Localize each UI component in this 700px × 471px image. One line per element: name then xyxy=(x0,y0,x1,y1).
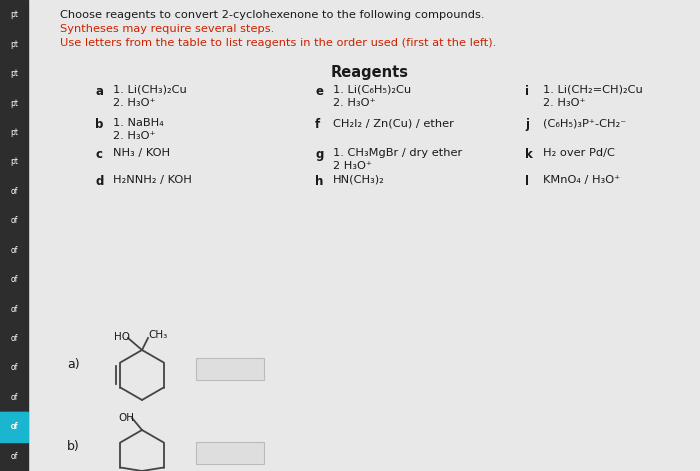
Text: 2 H₃O⁺: 2 H₃O⁺ xyxy=(333,161,372,171)
Text: 2. H₃O⁺: 2. H₃O⁺ xyxy=(543,98,586,108)
Text: pt: pt xyxy=(10,40,18,49)
Text: of: of xyxy=(10,187,18,196)
Bar xyxy=(0,324,28,353)
Text: 1. Li(C₆H₅)₂Cu: 1. Li(C₆H₅)₂Cu xyxy=(333,85,411,95)
Text: H₂NNH₂ / KOH: H₂NNH₂ / KOH xyxy=(113,175,192,185)
Text: g: g xyxy=(315,148,323,161)
Text: NH₃ / KOH: NH₃ / KOH xyxy=(113,148,170,158)
Text: of: of xyxy=(10,275,18,284)
Text: pt: pt xyxy=(10,10,18,19)
Text: of: of xyxy=(10,216,18,225)
Text: of: of xyxy=(10,422,18,431)
Bar xyxy=(0,89,28,118)
Text: of: of xyxy=(10,305,18,314)
Text: of: of xyxy=(10,422,18,431)
Text: pt: pt xyxy=(10,157,18,166)
Text: a): a) xyxy=(67,358,80,371)
Text: CH₂I₂ / Zn(Cu) / ether: CH₂I₂ / Zn(Cu) / ether xyxy=(333,118,454,128)
Text: d: d xyxy=(95,175,104,188)
Bar xyxy=(0,236,28,265)
Bar xyxy=(0,0,28,29)
Text: pt: pt xyxy=(10,69,18,78)
Bar xyxy=(196,442,264,464)
Bar xyxy=(0,147,28,177)
Bar xyxy=(0,118,28,147)
Bar xyxy=(0,442,28,471)
Bar xyxy=(0,294,28,324)
Text: HN(CH₃)₂: HN(CH₃)₂ xyxy=(333,175,385,185)
Text: 1. Li(CH₂=CH)₂Cu: 1. Li(CH₂=CH)₂Cu xyxy=(543,85,643,95)
Text: 2. H₃O⁺: 2. H₃O⁺ xyxy=(113,131,155,141)
Text: b): b) xyxy=(67,440,80,453)
Text: Choose reagents to convert 2-cyclohexenone to the following compounds.: Choose reagents to convert 2-cyclohexeno… xyxy=(60,10,484,20)
Text: 1. CH₃MgBr / dry ether: 1. CH₃MgBr / dry ether xyxy=(333,148,462,158)
Bar xyxy=(0,353,28,382)
Text: 1. Li(CH₃)₂Cu: 1. Li(CH₃)₂Cu xyxy=(113,85,187,95)
Bar xyxy=(0,29,28,59)
Text: 1. NaBH₄: 1. NaBH₄ xyxy=(113,118,164,128)
Text: l: l xyxy=(525,175,529,188)
Bar xyxy=(0,59,28,89)
Text: of: of xyxy=(10,334,18,343)
Text: of: of xyxy=(10,393,18,402)
Text: f: f xyxy=(315,118,321,131)
Text: j: j xyxy=(525,118,529,131)
Text: e: e xyxy=(315,85,323,98)
Text: KMnO₄ / H₃O⁺: KMnO₄ / H₃O⁺ xyxy=(543,175,620,185)
Text: H₂ over Pd/C: H₂ over Pd/C xyxy=(543,148,615,158)
Text: pt: pt xyxy=(10,98,18,107)
Bar xyxy=(0,177,28,206)
Text: i: i xyxy=(525,85,529,98)
Text: of: of xyxy=(10,452,18,461)
Text: h: h xyxy=(315,175,323,188)
Text: a: a xyxy=(95,85,103,98)
Bar xyxy=(0,382,28,412)
Text: Use letters from the table to list reagents in the order used (first at the left: Use letters from the table to list reage… xyxy=(60,38,496,48)
Text: of: of xyxy=(10,246,18,255)
Text: HO: HO xyxy=(114,332,130,342)
Bar xyxy=(0,412,28,442)
Text: Reagents: Reagents xyxy=(331,65,409,80)
Text: (C₆H₅)₃P⁺-CH₂⁻: (C₆H₅)₃P⁺-CH₂⁻ xyxy=(543,118,626,128)
Text: 2. H₃O⁺: 2. H₃O⁺ xyxy=(333,98,376,108)
Text: k: k xyxy=(525,148,533,161)
Text: pt: pt xyxy=(10,128,18,137)
Bar xyxy=(0,265,28,294)
Text: OH: OH xyxy=(118,413,134,423)
Text: 2. H₃O⁺: 2. H₃O⁺ xyxy=(113,98,155,108)
Text: b: b xyxy=(95,118,104,131)
Text: Syntheses may require several steps.: Syntheses may require several steps. xyxy=(60,24,274,34)
Text: of: of xyxy=(10,364,18,373)
Text: c: c xyxy=(95,148,102,161)
Text: CH₃: CH₃ xyxy=(148,330,167,340)
Bar xyxy=(196,358,264,380)
Bar xyxy=(0,206,28,236)
Bar xyxy=(0,412,28,442)
